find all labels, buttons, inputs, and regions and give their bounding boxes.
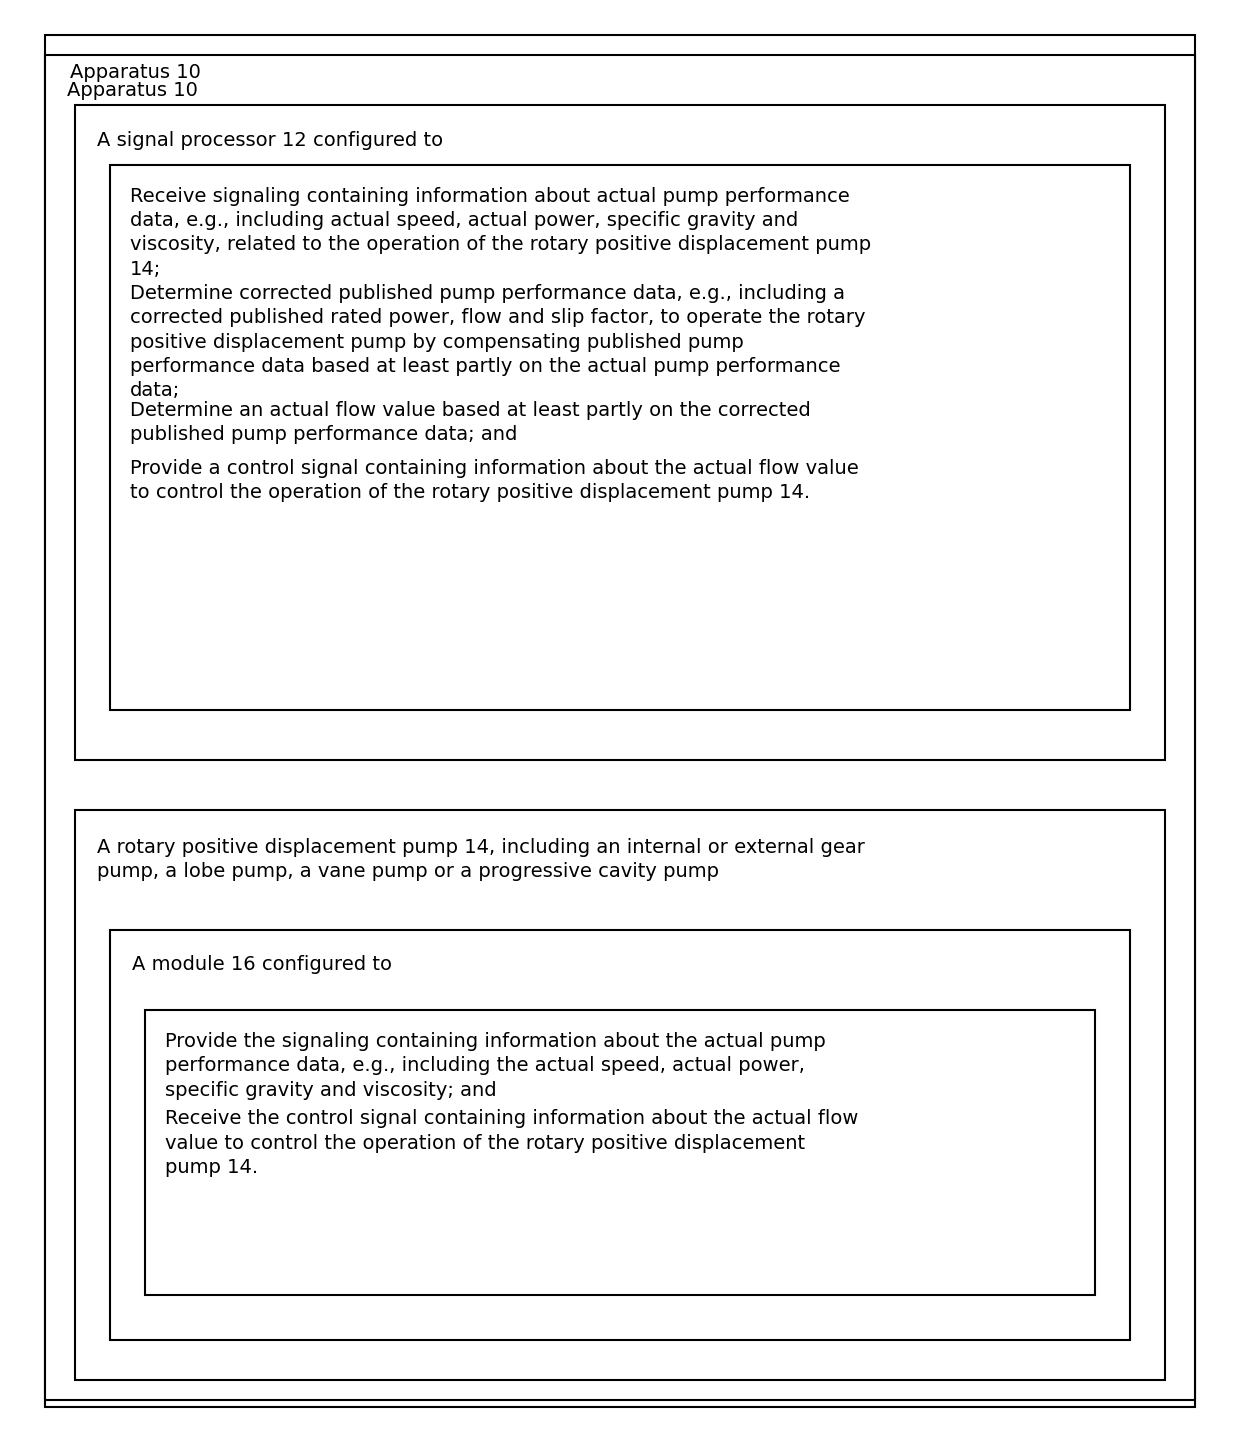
FancyBboxPatch shape (74, 810, 1166, 1380)
FancyBboxPatch shape (45, 35, 1195, 1407)
Text: Determine corrected published pump performance data, e.g., including a
corrected: Determine corrected published pump perfo… (130, 284, 866, 399)
Text: A rotary positive displacement pump 14, including an internal or external gear
p: A rotary positive displacement pump 14, … (97, 838, 864, 881)
FancyBboxPatch shape (45, 55, 1195, 1400)
FancyBboxPatch shape (145, 1009, 1095, 1295)
Text: A module 16 configured to: A module 16 configured to (131, 956, 392, 975)
FancyBboxPatch shape (110, 164, 1130, 709)
Text: Apparatus 10: Apparatus 10 (69, 63, 201, 82)
Text: Determine an actual flow value based at least partly on the corrected
published : Determine an actual flow value based at … (130, 401, 811, 444)
Text: Receive the control signal containing information about the actual flow
value to: Receive the control signal containing in… (165, 1109, 858, 1177)
FancyBboxPatch shape (74, 105, 1166, 760)
FancyBboxPatch shape (110, 930, 1130, 1340)
Text: Provide a control signal containing information about the actual flow value
to c: Provide a control signal containing info… (130, 459, 859, 502)
Text: Apparatus 10: Apparatus 10 (67, 81, 198, 99)
Text: Receive signaling containing information about actual pump performance
data, e.g: Receive signaling containing information… (130, 187, 872, 278)
Text: A signal processor 12 configured to: A signal processor 12 configured to (97, 130, 443, 150)
Text: Provide the signaling containing information about the actual pump
performance d: Provide the signaling containing informa… (165, 1032, 826, 1099)
